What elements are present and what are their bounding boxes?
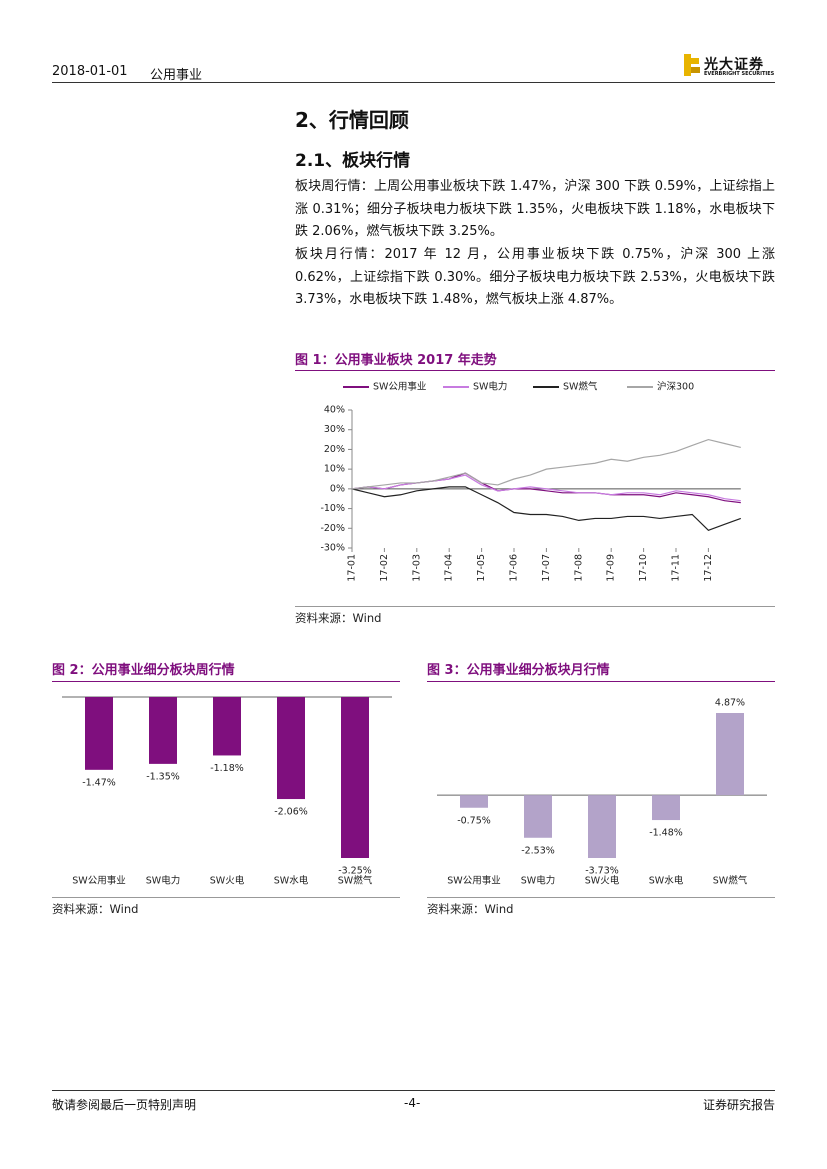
footer-rule [52,1090,775,1091]
source: 资料来源：Wind [295,611,382,625]
figure-rule [295,370,775,371]
series-line [351,474,741,502]
value-label: -3.25% [338,866,372,877]
figure-rule [52,681,400,682]
x-tick-label: 17-06 [509,554,520,582]
bar [652,795,680,821]
category-label: SW电力 [521,875,555,887]
category-label: SW燃气 [713,875,748,887]
bar [716,713,744,796]
y-tick-label: 20% [324,444,345,455]
line-chart: -30% -20% -10% 0% 10% 20% 30% 40% 17-01 17-02 17-0… [320,381,742,582]
figure-title: 图 2：公用事业细分板块周行情 [52,663,235,678]
x-tick-label: 17-01 [347,554,358,582]
category-label: SW火电 [210,875,245,887]
category-label: SW燃气 [338,875,373,887]
bar [277,697,305,800]
section-title: 2、行情回顾 [295,108,409,132]
y-tick-label: 30% [324,424,345,435]
footer-right: 证券研究报告 [702,1098,775,1112]
figure-title: 图 3：公用事业细分板块月行情 [427,663,610,678]
legend-label: 沪深300 [657,381,694,393]
value-label: -2.53% [521,845,555,856]
y-tick-label: -10% [320,503,345,514]
y-tick-label: -20% [320,523,345,534]
series-line [351,486,742,531]
x-tick-label: 17-07 [541,554,552,582]
value-label: -1.18% [210,763,244,774]
bar-chart: -1.47% SW公用事业 -1.35% SW电力 -1.18% SW火电 -2.06% SW… [62,696,392,887]
bar [213,697,241,756]
x-tick-label: 17-02 [379,554,390,582]
source-rule [427,897,775,898]
header-date: 2018-01-01 [52,64,128,79]
bar-chart: -0.75% SW公用事业 -2.53% SW电力 -3.73%SW火电 -1.48% SW… [437,698,767,887]
figure-title: 图 1：公用事业板块 2017 年走势 [295,353,497,368]
section-subtitle: 2.1、板块行情 [295,151,411,171]
x-tick-label: 17-11 [671,554,682,582]
category-label: SW火电 [585,875,620,887]
y-tick-label: 10% [324,464,345,475]
source-rule [295,606,775,607]
paragraph: 板块月行情：2017 年 12 月，公用事业板块下跌 0.75%，沪深 300 … [295,247,775,307]
source: 资料来源：Wind [52,902,139,916]
series-line [351,438,741,490]
value-label: -1.35% [146,771,180,782]
bar [341,697,369,858]
value-label: -1.47% [82,777,116,788]
bar [524,795,552,838]
figure-rule [427,681,775,682]
source: 资料来源：Wind [427,902,514,916]
x-tick-label: 17-09 [606,554,617,582]
x-tick-label: 17-05 [476,554,487,582]
logo-cn: 光大证券 [704,57,764,73]
value-label: 4.87% [715,698,745,709]
x-tick-label: 17-04 [444,554,455,582]
header-sector: 公用事业 [150,68,203,83]
x-tick-label: 17-08 [573,554,584,582]
value-label: -2.06% [274,807,308,818]
value-label: -3.73% [585,866,619,877]
bar [85,697,113,770]
bar [588,795,616,858]
footer-left: 敬请参阅最后一页特别声明 [52,1098,197,1112]
value-label: -1.48% [649,828,683,839]
y-tick-label: -30% [320,543,345,554]
legend-label: SW电力 [473,381,507,393]
category-label: SW公用事业 [447,875,500,887]
y-tick-label: 40% [324,405,345,416]
source-rule [52,897,400,898]
logo-en: EVERBRIGHT SECURITIES [704,71,775,77]
logo-mark [684,54,700,76]
bar [149,697,177,764]
y-tick-label: 0% [330,483,345,494]
category-label: SW公用事业 [72,875,125,887]
legend-label: SW公用事业 [373,381,426,393]
header-rule [52,82,775,83]
value-label: -0.75% [457,815,491,826]
category-label: SW水电 [649,875,684,887]
series-line [351,472,741,504]
x-tick-label: 17-12 [703,554,714,582]
footer-page: -4- [404,1096,421,1110]
x-tick-label: 17-10 [638,554,649,582]
legend-label: SW燃气 [563,381,598,393]
bar [460,795,488,808]
x-tick-label: 17-03 [411,554,422,582]
category-label: SW水电 [274,875,309,887]
category-label: SW电力 [146,875,180,887]
paragraph: 板块周行情：上周公用事业板块下跌 1.47%，沪深 300 下跌 0.59%，上… [295,179,775,239]
